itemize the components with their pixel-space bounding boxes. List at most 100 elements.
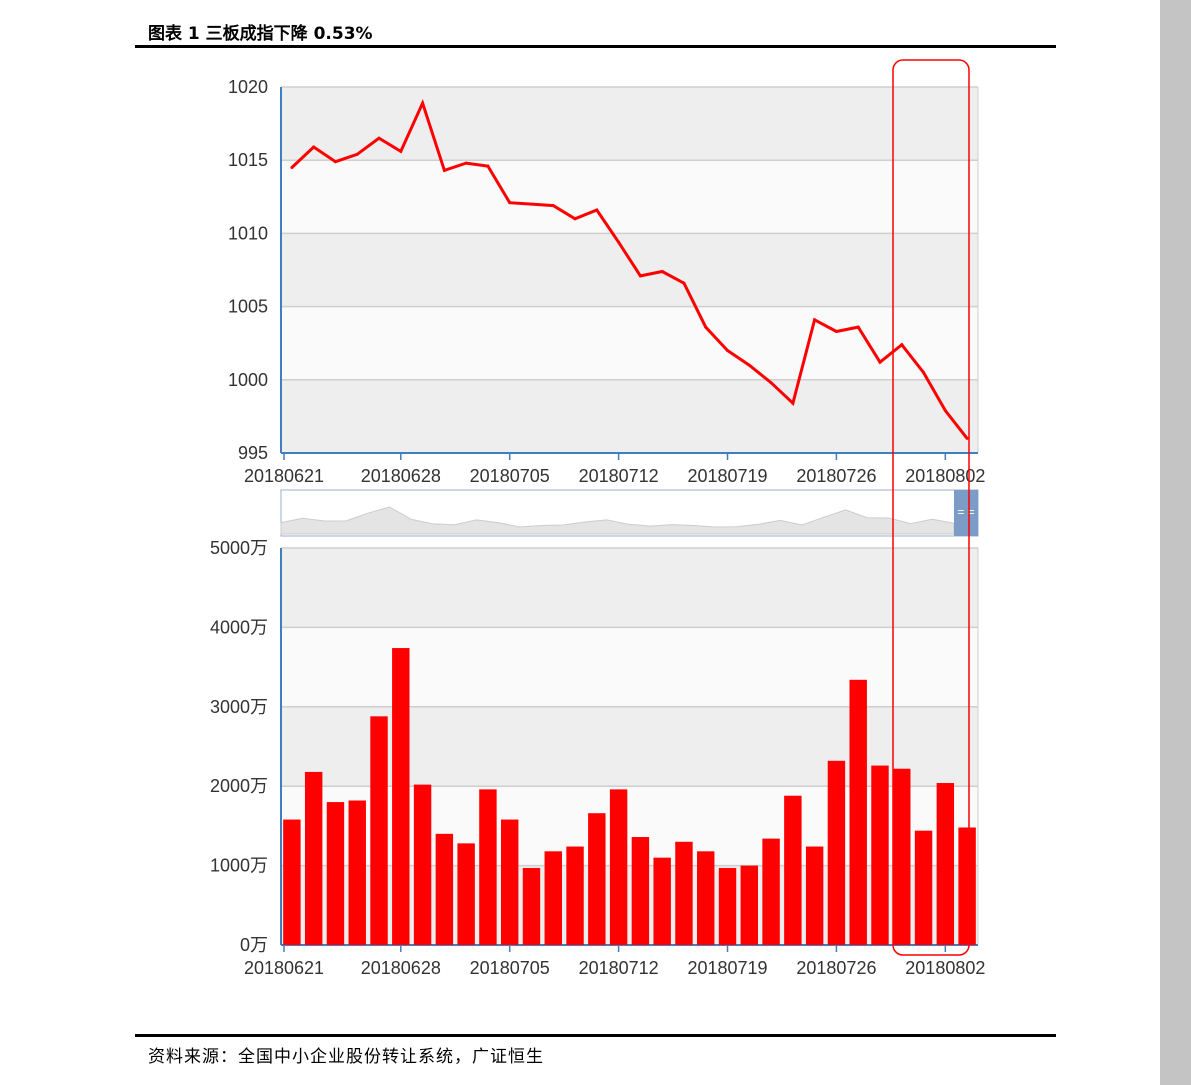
line-point [834, 329, 838, 333]
volume-bar [609, 789, 628, 945]
navigator-handle[interactable] [954, 490, 978, 536]
series-line [290, 98, 969, 440]
volume-bar [566, 846, 584, 945]
volume-bar [958, 827, 976, 945]
volume-bar [675, 841, 693, 945]
x-tick-label: 20180628 [361, 466, 441, 486]
x-tick-label: 20180621 [244, 466, 324, 486]
x-tick-label: 20180802 [905, 958, 985, 978]
line-point [943, 409, 947, 413]
chart-title: 图表 1 三板成指下降 0.53% [148, 24, 373, 44]
grid-band [281, 233, 978, 307]
x-tick-label: 20180712 [579, 466, 659, 486]
volume-bar [914, 830, 933, 945]
volume-bar [435, 833, 454, 945]
line-point [312, 145, 316, 149]
line-point [900, 343, 904, 347]
line-point [769, 381, 773, 385]
line-point [813, 318, 817, 322]
volume-bar [805, 846, 824, 945]
line-point [333, 160, 337, 164]
y-tick-label: 1005 [228, 297, 268, 317]
grid-band [281, 548, 978, 628]
line-point [878, 360, 882, 364]
volume-bar [392, 648, 410, 945]
source-note: 资料来源：全国中小企业股份转让系统，广证恒生 [148, 1047, 544, 1067]
line-point [922, 370, 926, 374]
y-tick-label: 1000万 [210, 856, 268, 876]
volume-bar [740, 865, 759, 945]
line-point [442, 168, 446, 172]
line-point [290, 166, 294, 170]
x-tick-label: 20180719 [687, 958, 767, 978]
y-tick-label: 2000万 [210, 776, 268, 796]
x-tick-label: 20180712 [579, 958, 659, 978]
x-tick-label: 20180705 [470, 466, 550, 486]
volume-bar [653, 857, 671, 945]
volume-bar [370, 716, 388, 945]
volume-bar [413, 784, 432, 945]
volume-bar [849, 679, 867, 945]
line-point [377, 136, 381, 140]
line-point [486, 164, 490, 168]
volume-bar [326, 802, 345, 945]
vertical-scrollbar[interactable] [1160, 0, 1191, 1085]
line-point [617, 240, 621, 244]
volume-bar [697, 851, 715, 945]
volume-bar [457, 843, 475, 945]
volume-bar [522, 867, 541, 945]
bottom-rule [135, 1034, 1056, 1037]
grid-band [281, 87, 978, 161]
x-tick-label: 20180621 [244, 958, 324, 978]
line-point [551, 204, 555, 208]
line-point [638, 274, 642, 278]
x-tick-label: 20180719 [687, 466, 767, 486]
grid-band [281, 379, 978, 453]
volume-bar [936, 783, 955, 945]
volume-bar [588, 813, 606, 945]
volume-bar [283, 819, 301, 945]
y-tick-label: 1010 [228, 223, 268, 243]
line-point [529, 202, 533, 206]
line-point [508, 201, 512, 205]
volume-bar [893, 768, 911, 945]
line-point [573, 217, 577, 221]
volume-bar [348, 800, 366, 945]
y-tick-label: 3000万 [210, 697, 268, 717]
volume-bar [631, 837, 650, 945]
line-point [856, 325, 860, 329]
line-point [355, 152, 359, 156]
y-tick-label: 995 [238, 443, 268, 463]
y-tick-label: 4000万 [210, 617, 268, 637]
highlight-box [892, 59, 970, 956]
y-tick-label: 1020 [228, 77, 268, 97]
y-tick-label: 1015 [228, 150, 268, 170]
line-point [726, 349, 730, 353]
line-point [965, 436, 969, 440]
line-point [747, 363, 751, 367]
grid-band [281, 627, 978, 707]
volume-bar [784, 795, 802, 945]
navigator[interactable]: = = [280, 489, 979, 537]
line-point [399, 149, 403, 153]
line-point [660, 269, 664, 273]
line-point [595, 208, 599, 212]
line-point [791, 401, 795, 405]
x-tick-label: 20180726 [796, 958, 876, 978]
volume-bar [762, 838, 780, 945]
line-point [421, 101, 425, 105]
volume-bar [479, 789, 497, 945]
line-point [682, 281, 686, 285]
volume-bar [871, 765, 889, 945]
y-tick-label: 5000万 [210, 538, 268, 558]
volume-bar [304, 771, 323, 945]
y-tick-label: 0万 [240, 935, 268, 955]
line-point [704, 325, 708, 329]
volume-bar [544, 851, 562, 945]
volume-bar [718, 867, 737, 945]
x-tick-label: 20180802 [905, 466, 985, 486]
navigator-handle-label: = = [957, 505, 974, 519]
x-tick-label: 20180628 [361, 958, 441, 978]
x-tick-label: 20180726 [796, 466, 876, 486]
